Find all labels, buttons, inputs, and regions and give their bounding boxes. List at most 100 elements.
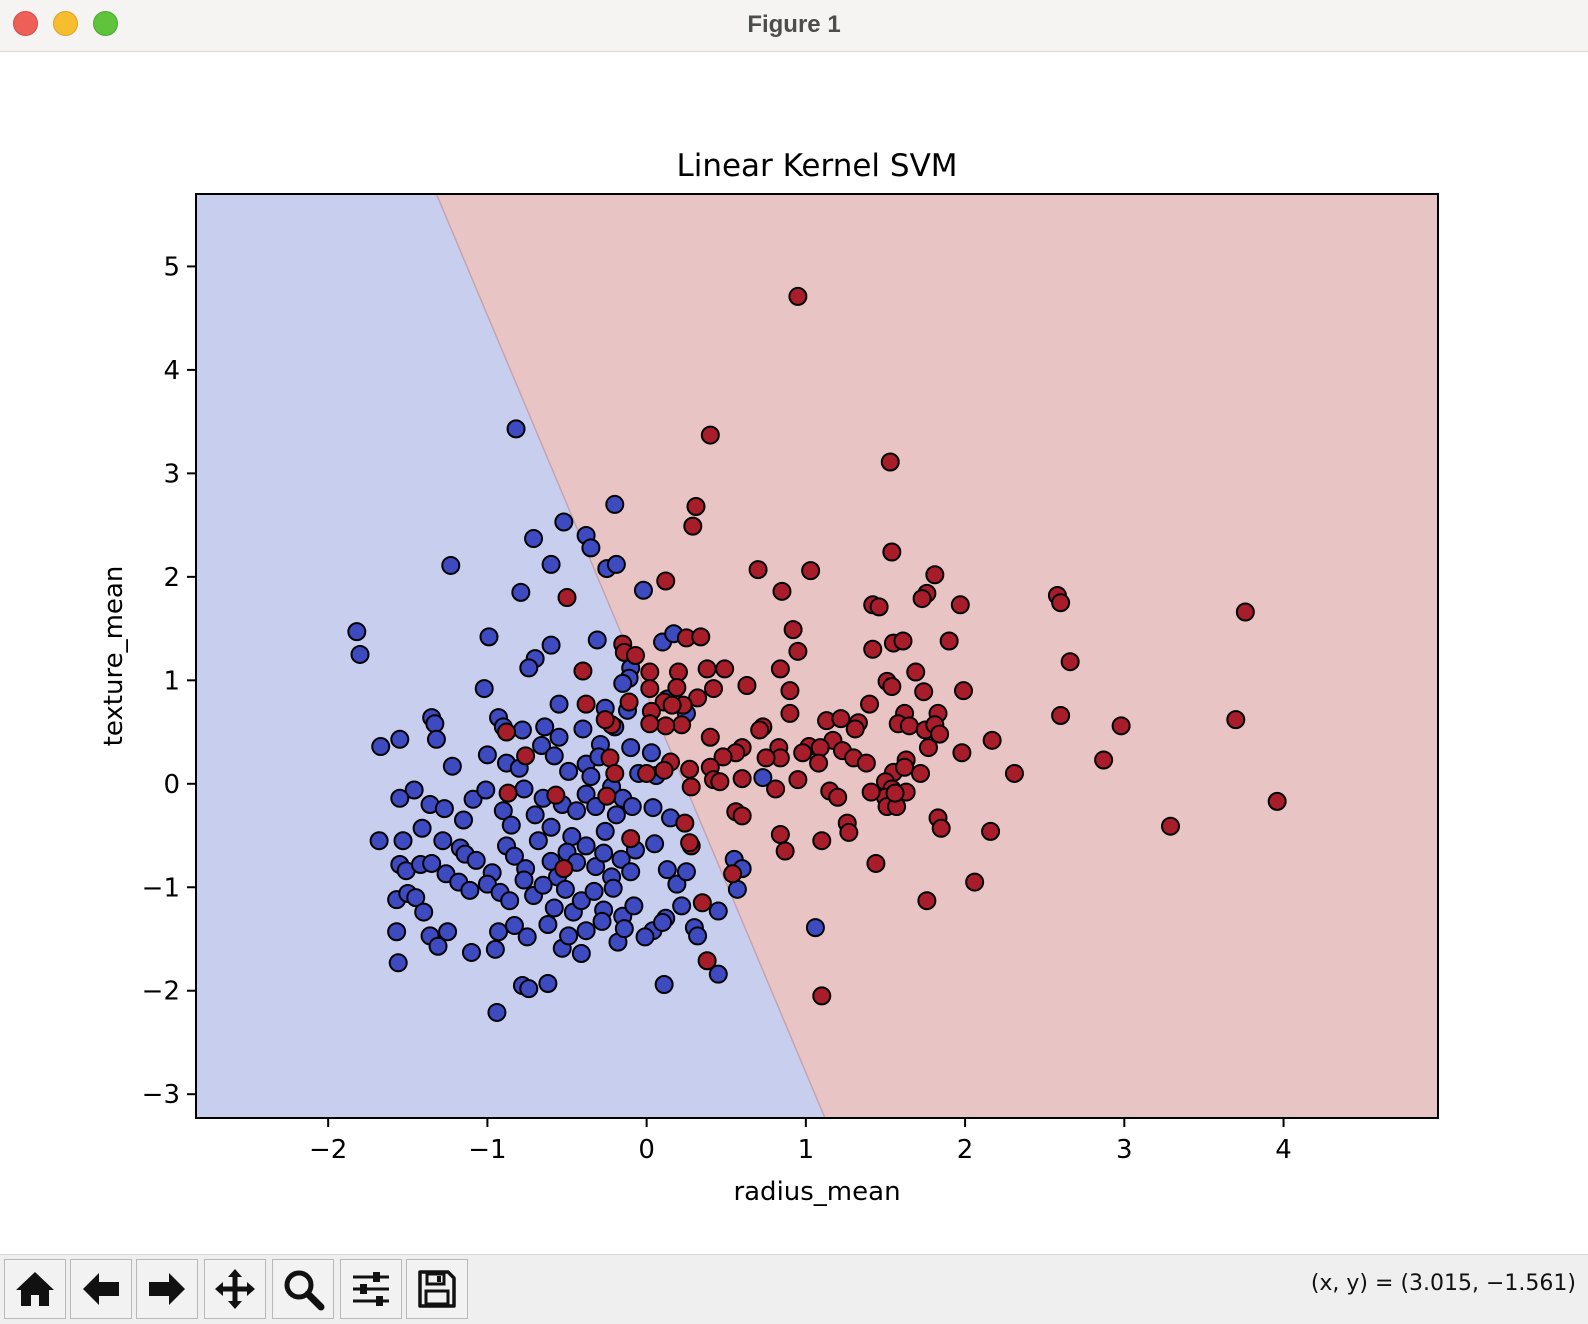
scatter-point-malignant bbox=[557, 588, 577, 608]
scatter-point-malignant bbox=[906, 662, 926, 682]
scatter-point-benign bbox=[614, 919, 634, 939]
figure-canvas[interactable]: −2 −1 0 1 2 3 4 −3 −2 −1 0 1 2 3 4 5 Linear Kernel SVM… bbox=[0, 52, 1588, 1254]
scatter-point-malignant bbox=[788, 641, 808, 661]
scatter-point-malignant bbox=[732, 769, 752, 789]
scatter-point-malignant bbox=[667, 678, 687, 698]
scatter-point-malignant bbox=[766, 779, 786, 799]
scatter-point-benign bbox=[485, 939, 505, 959]
scatter-point-benign bbox=[426, 729, 446, 749]
scatter-point-malignant bbox=[788, 286, 808, 306]
scatter-point-malignant bbox=[697, 951, 717, 971]
zoom-button[interactable] bbox=[272, 1259, 334, 1319]
scatter-point-benign bbox=[476, 780, 496, 800]
scatter-point-benign bbox=[657, 860, 677, 880]
scatter-point-malignant bbox=[780, 681, 800, 701]
configure-subplots-button[interactable] bbox=[340, 1259, 402, 1319]
scatter-point-malignant bbox=[918, 738, 938, 758]
scatter-point-benign bbox=[587, 630, 607, 650]
scatter-point-malignant bbox=[1094, 750, 1114, 770]
scatter-point-malignant bbox=[750, 720, 770, 740]
scatter-point-benign bbox=[541, 554, 561, 574]
scatter-point-benign bbox=[504, 916, 524, 936]
move-icon bbox=[215, 1269, 255, 1309]
pan-button[interactable] bbox=[204, 1259, 266, 1319]
scatter-point-malignant bbox=[882, 677, 902, 697]
scatter-point-benign bbox=[501, 815, 521, 835]
scatter-point-benign bbox=[350, 644, 370, 664]
scatter-point-benign bbox=[511, 582, 531, 602]
scatter-point-malignant bbox=[1267, 791, 1287, 811]
scatter-point-malignant bbox=[713, 747, 733, 767]
scatter-point-benign bbox=[387, 922, 407, 942]
scatter-point-benign bbox=[624, 896, 644, 916]
cursor-coordinates: (x, y) = (3.015, −1.561) bbox=[1310, 1271, 1576, 1296]
scatter-point-malignant bbox=[668, 662, 688, 682]
x-tick-label: 2 bbox=[957, 1135, 974, 1165]
scatter-point-malignant bbox=[812, 831, 832, 851]
scatter-point-benign bbox=[576, 836, 596, 856]
scatter-point-benign bbox=[414, 902, 434, 922]
scatter-point-benign bbox=[541, 635, 561, 655]
axes-frame bbox=[195, 193, 1439, 1119]
y-tick-label: −3 bbox=[142, 1080, 180, 1110]
scatter-point-benign bbox=[605, 494, 625, 514]
scatter-point-benign bbox=[606, 805, 626, 825]
zoom-window-button[interactable] bbox=[93, 11, 118, 36]
scatter-point-malignant bbox=[845, 719, 865, 739]
scatter-point-malignant bbox=[810, 738, 830, 758]
scatter-point-malignant bbox=[704, 679, 723, 699]
minimize-window-button[interactable] bbox=[53, 11, 78, 36]
scatter-point-benign bbox=[519, 658, 539, 678]
scatter-point-malignant bbox=[965, 872, 985, 892]
scatter-point-malignant bbox=[576, 694, 596, 714]
scatter-point-benign bbox=[549, 727, 569, 747]
scatter-point-benign bbox=[489, 922, 509, 942]
scatter-point-benign bbox=[672, 896, 692, 916]
scatter-point-malignant bbox=[1051, 705, 1071, 725]
scatter-point-benign bbox=[454, 810, 474, 830]
scatter-point-benign bbox=[667, 874, 687, 894]
scatter-point-malignant bbox=[911, 763, 930, 783]
scatter-point-malignant bbox=[681, 777, 701, 797]
home-icon bbox=[16, 1272, 54, 1306]
x-tick-label: 0 bbox=[638, 1135, 655, 1165]
scatter-point-benign bbox=[460, 880, 480, 900]
forward-button[interactable] bbox=[136, 1259, 198, 1319]
scatter-point-benign bbox=[433, 831, 453, 851]
scatter-point-benign bbox=[805, 918, 825, 938]
scatter-point-benign bbox=[479, 627, 499, 647]
scatter-point-malignant bbox=[930, 724, 950, 744]
scatter-point-benign bbox=[559, 761, 579, 781]
scatter-point-benign bbox=[477, 745, 497, 765]
x-tick-label: 1 bbox=[798, 1135, 815, 1165]
scatter-point-malignant bbox=[637, 763, 657, 783]
scatter-point-malignant bbox=[600, 748, 620, 768]
scatter-point-benign bbox=[422, 853, 442, 873]
scatter-point-benign bbox=[635, 927, 655, 947]
scatter-point-malignant bbox=[863, 639, 883, 659]
scatter-point-malignant bbox=[812, 986, 832, 1006]
scatter-point-malignant bbox=[748, 560, 768, 580]
scatter-point-malignant bbox=[595, 710, 615, 730]
scatter-point-benign bbox=[441, 555, 461, 575]
window-title: Figure 1 bbox=[747, 11, 841, 38]
scatter-point-benign bbox=[641, 743, 661, 763]
scatter-point-malignant bbox=[939, 631, 959, 651]
scatter-point-benign bbox=[514, 870, 534, 890]
scatter-point-benign bbox=[688, 926, 708, 946]
scatter-point-benign bbox=[606, 554, 626, 574]
scatter-point-malignant bbox=[619, 692, 639, 712]
scatter-point-malignant bbox=[925, 565, 945, 585]
scatter-point-benign bbox=[514, 779, 534, 799]
scatter-point-malignant bbox=[861, 782, 881, 802]
close-window-button[interactable] bbox=[13, 11, 38, 36]
back-button[interactable] bbox=[70, 1259, 132, 1319]
scatter-point-benign bbox=[504, 846, 524, 866]
scatter-point-malignant bbox=[597, 786, 617, 806]
home-button[interactable] bbox=[4, 1259, 66, 1319]
scatter-point-malignant bbox=[662, 695, 682, 715]
scatter-point-malignant bbox=[770, 824, 790, 844]
scatter-point-malignant bbox=[775, 841, 795, 861]
scatter-point-malignant bbox=[686, 496, 706, 516]
save-button[interactable] bbox=[406, 1259, 468, 1319]
